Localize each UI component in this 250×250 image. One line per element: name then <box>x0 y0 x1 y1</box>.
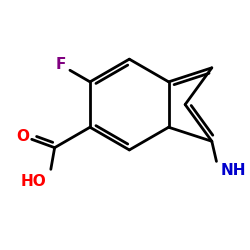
Text: F: F <box>55 57 66 72</box>
Text: NH: NH <box>221 163 246 178</box>
Text: O: O <box>16 128 29 144</box>
Text: HO: HO <box>20 174 46 189</box>
